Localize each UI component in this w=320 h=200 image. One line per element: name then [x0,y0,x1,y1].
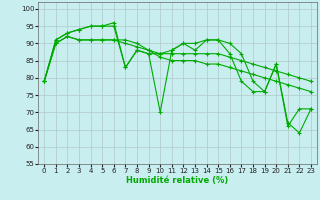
X-axis label: Humidité relative (%): Humidité relative (%) [126,176,229,185]
